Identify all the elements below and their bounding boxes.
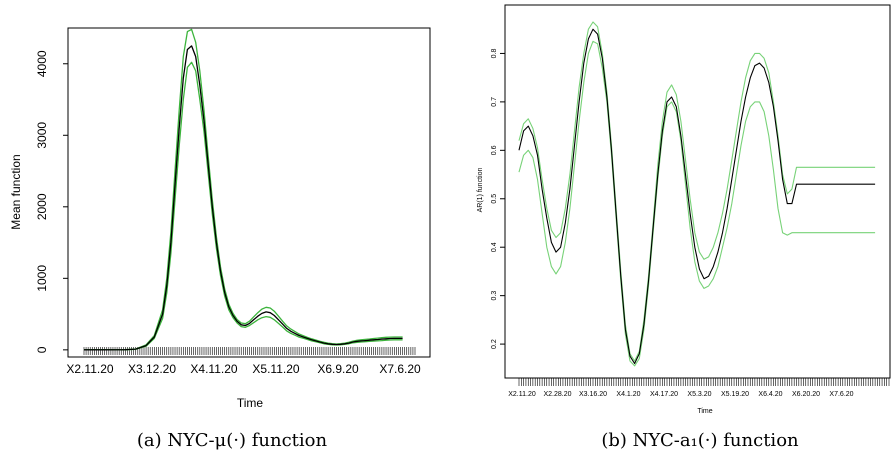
series-line-lower-band — [518, 40, 876, 367]
y-tick-label: 0 — [35, 346, 49, 353]
y-tick-label: 2000 — [35, 193, 49, 220]
mean-function-chart: 0 1000 2000 3000 4000 X2.11.20 X3.12.20 X4.11.… — [9, 27, 431, 451]
plot-frame — [67, 27, 431, 358]
x-tick-label: X4.11.20 — [190, 362, 237, 376]
x-tick-label: X2.11.20 — [66, 362, 113, 376]
x-tick-label: X2.11.20 — [508, 391, 536, 398]
series-line-estimate — [518, 28, 876, 365]
x-tick-label: X2.28.20 — [543, 391, 571, 398]
x-tick-label: X5.3.20 — [687, 391, 711, 398]
x-axis: X2.11.20 X2.28.20 X3.16.20 X4.1.20 X4.17.20 X… — [508, 378, 890, 398]
x-tick-label: X6.20.20 — [792, 391, 820, 398]
y-tick-label: 0.2 — [491, 339, 498, 349]
series-line-lower-band — [84, 61, 403, 351]
x-axis-label: Time — [237, 396, 264, 410]
y-tick-label: 1000 — [35, 265, 49, 292]
y-tick-label: 4000 — [35, 50, 49, 77]
plot-frame — [504, 4, 891, 379]
series-line-upper-band — [84, 28, 403, 351]
x-tick-label: X5.11.20 — [252, 362, 299, 376]
series-lines — [84, 28, 403, 351]
y-axis: 0 1000 2000 3000 4000 — [35, 50, 68, 353]
y-axis: 0.2 0.3 0.4 0.5 0.6 0.7 0.8 — [491, 48, 505, 349]
x-tick-label: X6.4.20 — [758, 391, 782, 398]
x-tick-label: X4.17.20 — [650, 391, 678, 398]
x-tick-label: X3.16.20 — [579, 391, 607, 398]
y-tick-label: 0.7 — [491, 97, 498, 107]
x-tick-label: X6.9.20 — [317, 362, 359, 376]
y-tick-label: 3000 — [35, 122, 49, 149]
y-tick-label: 0.6 — [491, 145, 498, 155]
y-tick-label: 0.4 — [491, 242, 498, 252]
y-tick-label: 0.5 — [491, 194, 498, 204]
series-line-estimate — [84, 45, 403, 351]
x-tick-label: X7.6.20 — [379, 362, 421, 376]
y-tick-label: 0.3 — [491, 291, 498, 301]
caption-b: (b) NYC-a₁(·) function — [601, 430, 799, 451]
x-tick-label: X4.1.20 — [616, 391, 640, 398]
y-axis-label: Mean function — [9, 154, 23, 229]
ar1-function-chart: 0.2 0.3 0.4 0.5 0.6 0.7 0.8 X2.11.20 X2.28.20 X3… — [477, 4, 891, 451]
x-axis-label: Time — [697, 408, 712, 415]
series-line-upper-band — [518, 21, 876, 362]
x-tick-label: X7.6.20 — [829, 391, 853, 398]
x-tick-label: X3.12.20 — [128, 362, 176, 376]
y-tick-label: 0.8 — [491, 48, 498, 58]
caption-a: (a) NYC-μ(·) function — [137, 430, 328, 451]
x-tick-label: X5.19.20 — [721, 391, 749, 398]
y-axis-label: AR(1) function — [477, 168, 484, 213]
x-axis: X2.11.20 X3.12.20 X4.11.20 X5.11.20 X6.9.20 X… — [66, 347, 421, 376]
series-lines — [518, 21, 876, 367]
